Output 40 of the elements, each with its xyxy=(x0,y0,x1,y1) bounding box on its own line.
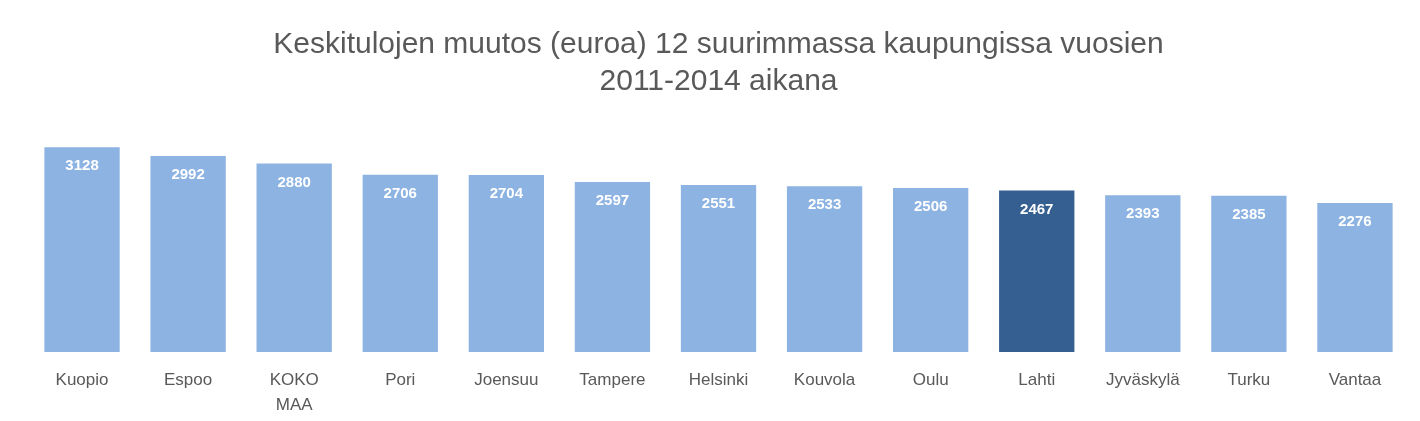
data-label: 2706 xyxy=(383,183,417,201)
x-tick-label: KOKO MAA xyxy=(269,370,319,414)
chart-title: Keskitulojen muutos (euroa) 12 suurimmassa kaupungissa vuosien 2011-2014 aikana xyxy=(273,25,1164,96)
x-tick-label: Kouvola xyxy=(793,370,856,390)
bar xyxy=(1211,195,1287,352)
bar xyxy=(362,174,438,352)
data-label: 2467 xyxy=(1020,199,1054,217)
data-label: 2597 xyxy=(595,191,630,209)
x-tick-label: Turku xyxy=(1227,370,1271,390)
x-tick-label: Helsinki xyxy=(688,370,749,390)
data-label: 2393 xyxy=(1126,204,1160,222)
bar xyxy=(680,184,757,352)
x-tick-label: Espoo xyxy=(164,370,213,390)
bar xyxy=(574,181,651,352)
x-tick-label: Joensuu xyxy=(474,370,539,390)
bar xyxy=(999,190,1075,352)
x-tick-label: Kuopio xyxy=(55,370,109,390)
data-label: 2276 xyxy=(1338,212,1372,230)
x-tick-label: Vantaa xyxy=(1328,370,1382,390)
data-label: 2704 xyxy=(489,184,524,202)
data-label: 2551 xyxy=(701,194,736,212)
x-tick-label: Pori xyxy=(385,370,416,390)
x-tick-label: Oulu xyxy=(912,370,949,390)
bar xyxy=(1105,195,1181,352)
bar xyxy=(1317,202,1393,352)
bar xyxy=(468,174,544,352)
data-label: 2992 xyxy=(171,165,205,183)
bar xyxy=(150,156,226,352)
x-tick-label: Tampere xyxy=(579,370,646,390)
data-label: 2385 xyxy=(1232,204,1266,222)
x-tick-label: Lahti xyxy=(1018,370,1056,390)
bar xyxy=(893,187,969,352)
data-label: 2506 xyxy=(913,197,948,215)
bar xyxy=(44,147,120,352)
data-label: 2533 xyxy=(807,195,842,213)
data-label: 2880 xyxy=(277,172,311,190)
data-label: 3128 xyxy=(65,156,99,174)
bar xyxy=(786,186,863,352)
bar xyxy=(256,163,332,352)
x-tick-label: Jyväskylä xyxy=(1105,370,1181,390)
